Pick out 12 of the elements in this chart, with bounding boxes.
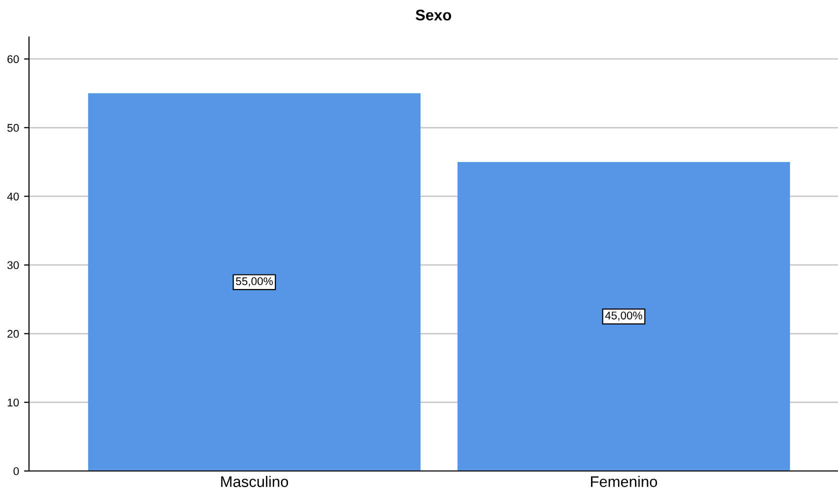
chart-title: Sexo (416, 10, 452, 20)
y-tick-label: 40 (7, 192, 19, 200)
y-tick-label: 10 (8, 398, 19, 406)
y-tick-label: 50 (7, 124, 19, 132)
y-tick-label: 30 (7, 261, 19, 270)
data-label: 55,00% (236, 277, 273, 286)
y-tick-label: 60 (7, 55, 19, 64)
x-tick-label: Masculino (221, 476, 288, 488)
y-tick-label: 0 (14, 467, 19, 476)
data-label: 45,00% (605, 312, 642, 321)
x-tick-label: Femenino (591, 476, 658, 488)
y-tick-label: 20 (7, 330, 19, 338)
